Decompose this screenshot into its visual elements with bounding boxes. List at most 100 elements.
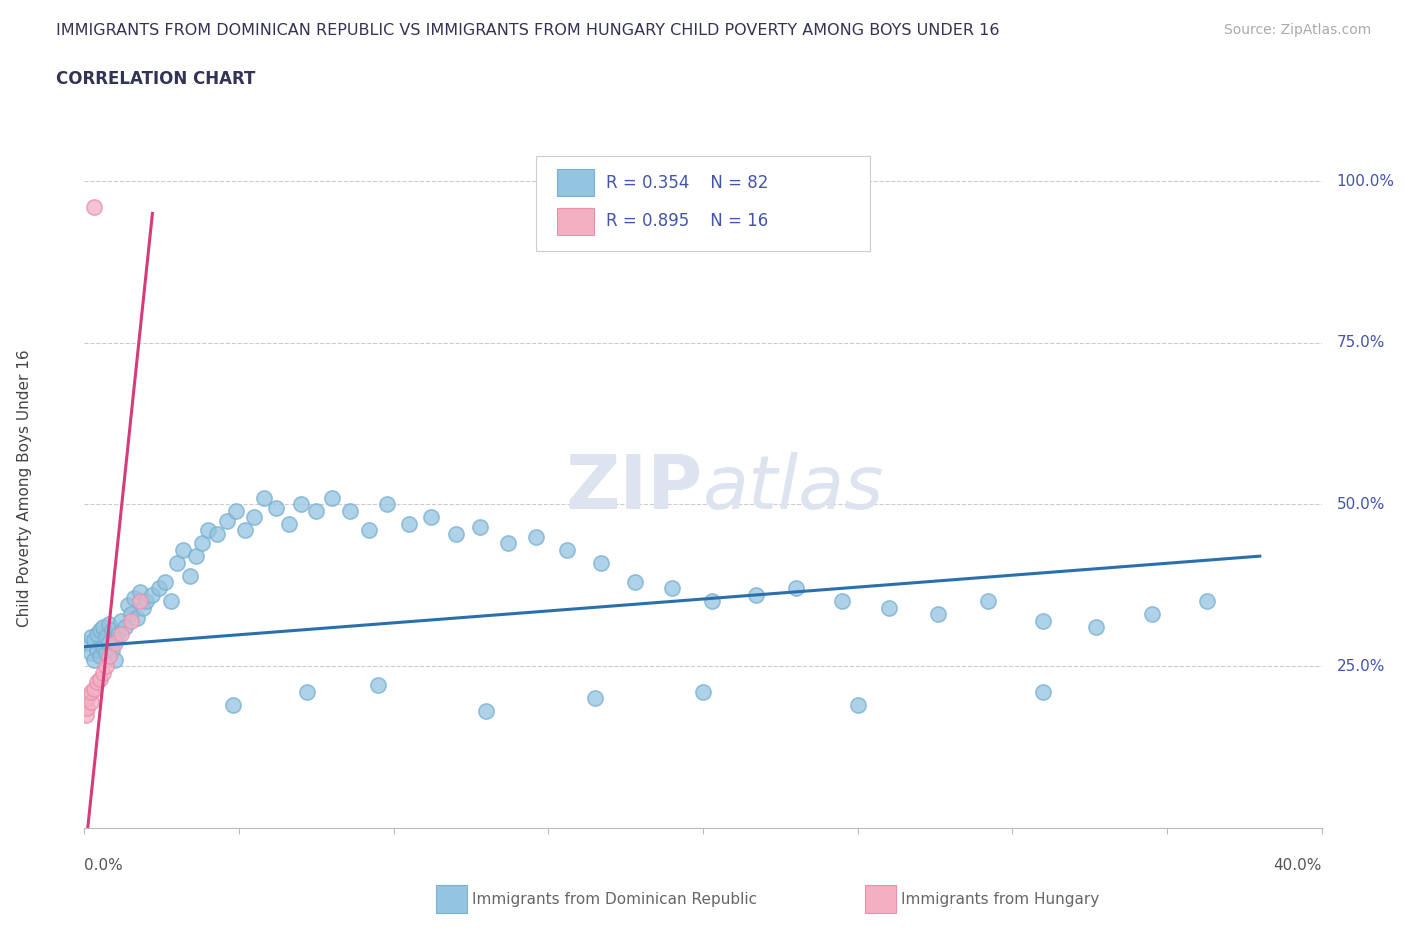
Point xyxy=(76,691,98,706)
Point xyxy=(104,632,127,647)
Point xyxy=(76,700,98,715)
Point xyxy=(295,684,318,699)
Text: atlas: atlas xyxy=(703,452,884,525)
Text: IMMIGRANTS FROM DOMINICAN REPUBLIC VS IMMIGRANTS FROM HUNGARY CHILD POVERTY AMON: IMMIGRANTS FROM DOMINICAN REPUBLIC VS IM… xyxy=(56,23,1000,38)
Point xyxy=(94,630,117,644)
Point xyxy=(101,643,124,658)
Point xyxy=(702,594,724,609)
Point xyxy=(94,658,117,673)
Text: 40.0%: 40.0% xyxy=(1274,858,1322,873)
Text: Immigrants from Hungary: Immigrants from Hungary xyxy=(901,892,1099,907)
Point xyxy=(86,643,108,658)
Point xyxy=(215,513,238,528)
Point xyxy=(377,497,399,512)
Point xyxy=(927,607,949,622)
Point xyxy=(91,619,114,634)
Text: ZIP: ZIP xyxy=(565,452,703,525)
Point xyxy=(207,526,229,541)
Point xyxy=(148,581,170,596)
Point xyxy=(79,645,101,660)
Point xyxy=(153,575,176,590)
Point xyxy=(91,665,114,680)
Point xyxy=(589,555,612,570)
Point xyxy=(98,617,121,631)
Point xyxy=(444,526,467,541)
Point xyxy=(179,568,201,583)
Text: Source: ZipAtlas.com: Source: ZipAtlas.com xyxy=(1223,23,1371,37)
Point xyxy=(89,623,111,638)
Point xyxy=(160,594,183,609)
Point xyxy=(290,497,312,512)
Point xyxy=(624,575,647,590)
Point xyxy=(339,503,361,518)
Point xyxy=(243,510,266,525)
Point xyxy=(75,707,97,722)
Point xyxy=(470,520,492,535)
Point xyxy=(191,536,214,551)
Text: Immigrants from Dominican Republic: Immigrants from Dominican Republic xyxy=(472,892,758,907)
Text: R = 0.895    N = 16: R = 0.895 N = 16 xyxy=(606,212,769,231)
Point xyxy=(83,682,105,697)
Point xyxy=(357,523,380,538)
Point xyxy=(86,626,108,641)
Point xyxy=(83,200,105,215)
Point xyxy=(79,630,101,644)
Point xyxy=(98,636,121,651)
Point xyxy=(104,636,127,651)
Point xyxy=(135,594,157,609)
Bar xyxy=(557,208,595,235)
Point xyxy=(94,645,117,660)
Point xyxy=(831,594,853,609)
Point xyxy=(555,542,578,557)
Point xyxy=(141,588,163,603)
Point xyxy=(1032,614,1054,629)
Bar xyxy=(557,169,595,196)
Point xyxy=(692,684,714,699)
Text: 25.0%: 25.0% xyxy=(1337,658,1385,673)
Point xyxy=(321,490,343,505)
Text: Child Poverty Among Boys Under 16: Child Poverty Among Boys Under 16 xyxy=(17,350,32,627)
Point xyxy=(496,536,519,551)
Point xyxy=(184,549,207,564)
Point xyxy=(877,601,900,616)
Point xyxy=(129,594,152,609)
Point xyxy=(117,597,139,612)
Point xyxy=(305,503,328,518)
Point xyxy=(367,678,389,693)
Point xyxy=(83,652,105,667)
Point xyxy=(419,510,441,525)
Point xyxy=(86,675,108,690)
Point xyxy=(1032,684,1054,699)
Point xyxy=(1197,594,1219,609)
Point xyxy=(222,698,245,712)
Text: 50.0%: 50.0% xyxy=(1337,497,1385,512)
Text: 100.0%: 100.0% xyxy=(1337,174,1395,189)
Point xyxy=(846,698,869,712)
Point xyxy=(83,632,105,647)
Point xyxy=(264,500,287,515)
Point xyxy=(89,649,111,664)
Point xyxy=(104,652,127,667)
Point xyxy=(661,581,683,596)
Point xyxy=(110,614,132,629)
Point xyxy=(120,614,142,629)
Point xyxy=(253,490,276,505)
Point xyxy=(1140,607,1163,622)
Point xyxy=(398,516,420,531)
Point xyxy=(110,626,132,641)
Point xyxy=(107,626,129,641)
Point xyxy=(129,584,152,599)
Point xyxy=(122,591,145,605)
Text: 0.0%: 0.0% xyxy=(84,858,124,873)
Point xyxy=(277,516,299,531)
Point xyxy=(785,581,807,596)
FancyBboxPatch shape xyxy=(536,155,870,251)
Point xyxy=(233,523,256,538)
Point xyxy=(744,588,766,603)
Point xyxy=(79,694,101,709)
Point xyxy=(225,503,247,518)
Point xyxy=(475,704,498,719)
Point xyxy=(583,691,606,706)
Text: 75.0%: 75.0% xyxy=(1337,336,1385,351)
Point xyxy=(524,529,547,544)
